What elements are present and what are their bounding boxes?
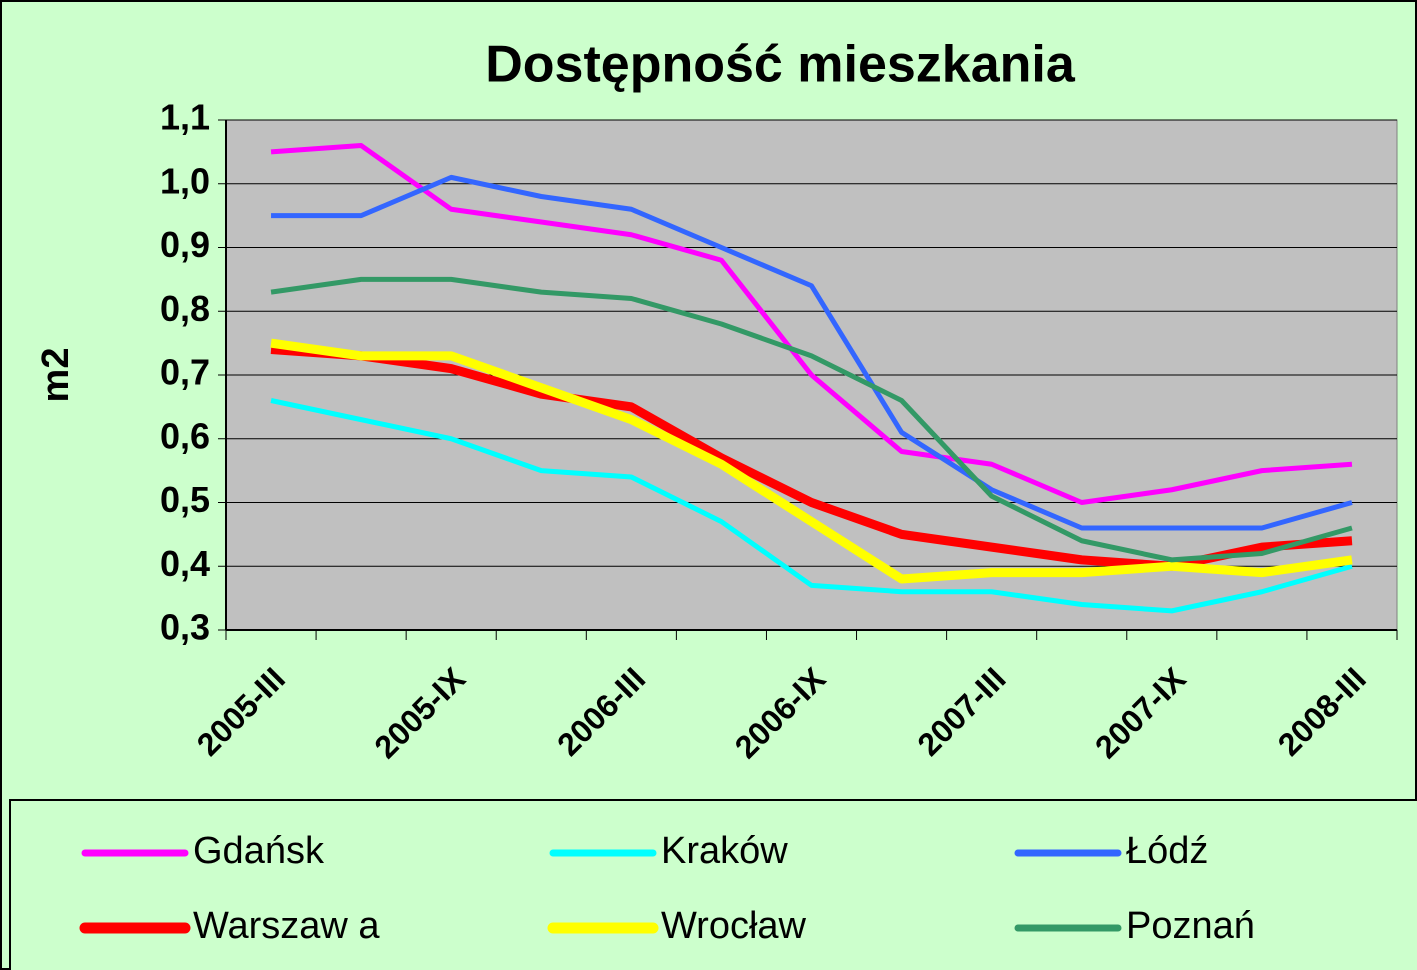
y-tick-label: 1,0 [160, 160, 210, 201]
y-tick-label: 1,1 [160, 97, 210, 138]
series-line [270, 143, 1353, 505]
y-axis-label: m2 [35, 348, 77, 403]
y-tick-label: 0,7 [160, 352, 210, 393]
series-line [270, 338, 1353, 584]
y-tick-label: 0,6 [160, 415, 210, 456]
legend-label: Łódź [1126, 830, 1208, 872]
chart-title: Dostępność mieszkania [485, 36, 1076, 94]
legend-label: Wrocław [661, 905, 807, 947]
legend-label: Kraków [661, 830, 788, 872]
y-tick-label: 0,4 [160, 543, 210, 584]
legend-box [9, 799, 1417, 970]
legend-label: Warszaw a [193, 905, 380, 947]
y-tick-label: 0,9 [160, 224, 210, 265]
y-tick-label: 0,3 [160, 607, 210, 648]
y-tick-label: 0,5 [160, 479, 210, 520]
legend-label: Poznań [1126, 905, 1255, 947]
series-line [271, 174, 1353, 531]
y-tick-label: 0,8 [160, 288, 210, 329]
series-line [270, 398, 1353, 614]
legend-label: Gdańsk [193, 830, 325, 872]
series-line [270, 276, 1353, 563]
